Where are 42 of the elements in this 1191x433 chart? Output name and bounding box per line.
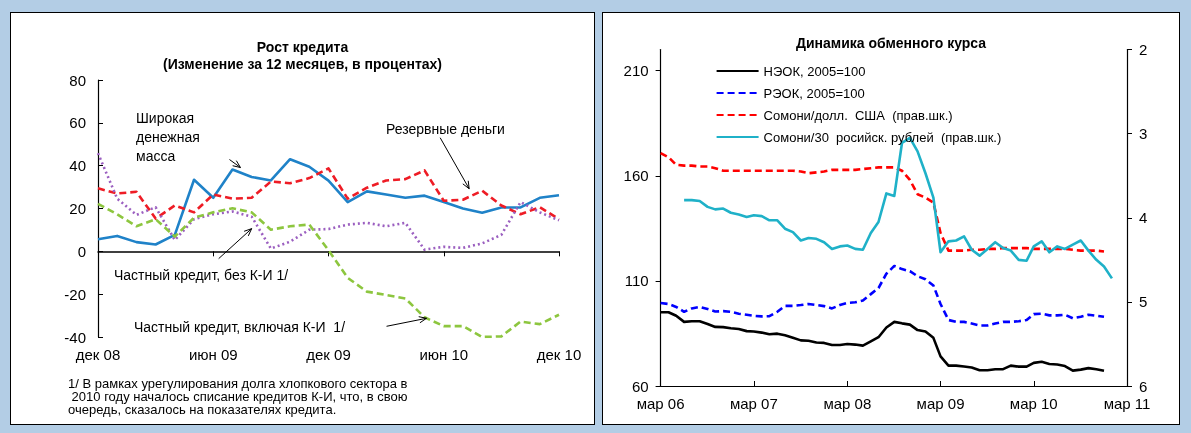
series-label: Частный кредит, без К-И 1/ — [114, 266, 289, 283]
x-tick-label: мар 09 — [916, 395, 965, 412]
x-tick-label: мар 07 — [729, 395, 778, 412]
y2-tick-label: 2 — [1139, 41, 1148, 59]
y-tick-label: 40 — [69, 157, 86, 175]
text: Частный кредит, включая К-И 1/ — [134, 318, 346, 335]
x-tick-label: мар 11 — [1103, 395, 1151, 412]
x-tick-label: дек 08 — [75, 346, 121, 363]
chart-title: Рост кредита — [256, 39, 349, 55]
y2-tick-label: 3 — [1139, 125, 1148, 143]
y-tick-label: 80 — [69, 71, 86, 89]
chart-title: Динамика обменного курса — [795, 35, 987, 51]
text: 1/ В рамках урегулирования долга хлопкового сектора в 2010 году началось списание кредитов К-И, что, в свою очередь, сказалось на показателях кредита. — [68, 376, 412, 417]
x-tick-label: дек 10 — [536, 346, 582, 363]
legend-label: РЭОК, 2005=100 — [763, 85, 865, 101]
legend-label: Сомони/30 росийск. рублей (прав.шк.) — [763, 129, 1002, 145]
series-label: Широкая денежная масса — [136, 109, 204, 164]
line-series — [659, 151, 1106, 253]
chart-subtitle: (Изменение за 12 месяцев, в процентах) — [162, 56, 443, 72]
y-tick-label: 110 — [624, 272, 649, 290]
line-series — [659, 264, 1106, 327]
y-tick-label: 0 — [77, 242, 86, 260]
y2-tick-label: 4 — [1139, 209, 1148, 227]
y-tick-label: 160 — [623, 167, 649, 185]
line-series — [96, 202, 561, 339]
y-tick-label: 210 — [623, 62, 649, 80]
x-tick-label: мар 10 — [1009, 395, 1058, 412]
y-tick-label: 60 — [69, 114, 86, 132]
y-tick-label: 60 — [631, 377, 649, 395]
x-tick-label: июн 10 — [419, 346, 469, 363]
y2-tick-label: 6 — [1139, 377, 1148, 395]
text: Резервные деньги — [386, 120, 505, 137]
x-tick-label: дек 09 — [306, 346, 351, 363]
x-tick-label: июн 09 — [188, 346, 238, 363]
legend-label: Сомони/долл. США (прав.шк.) — [763, 107, 953, 123]
y-tick-label: 20 — [69, 200, 86, 217]
x-tick-label: мар 06 — [636, 395, 685, 412]
legend-label: НЭОК, 2005=100 — [763, 63, 866, 79]
y-tick-label: -40 — [64, 328, 86, 346]
y2-tick-label: 5 — [1139, 293, 1148, 311]
x-tick-label: мар 08 — [823, 395, 872, 412]
y-tick-label: -20 — [64, 285, 86, 303]
